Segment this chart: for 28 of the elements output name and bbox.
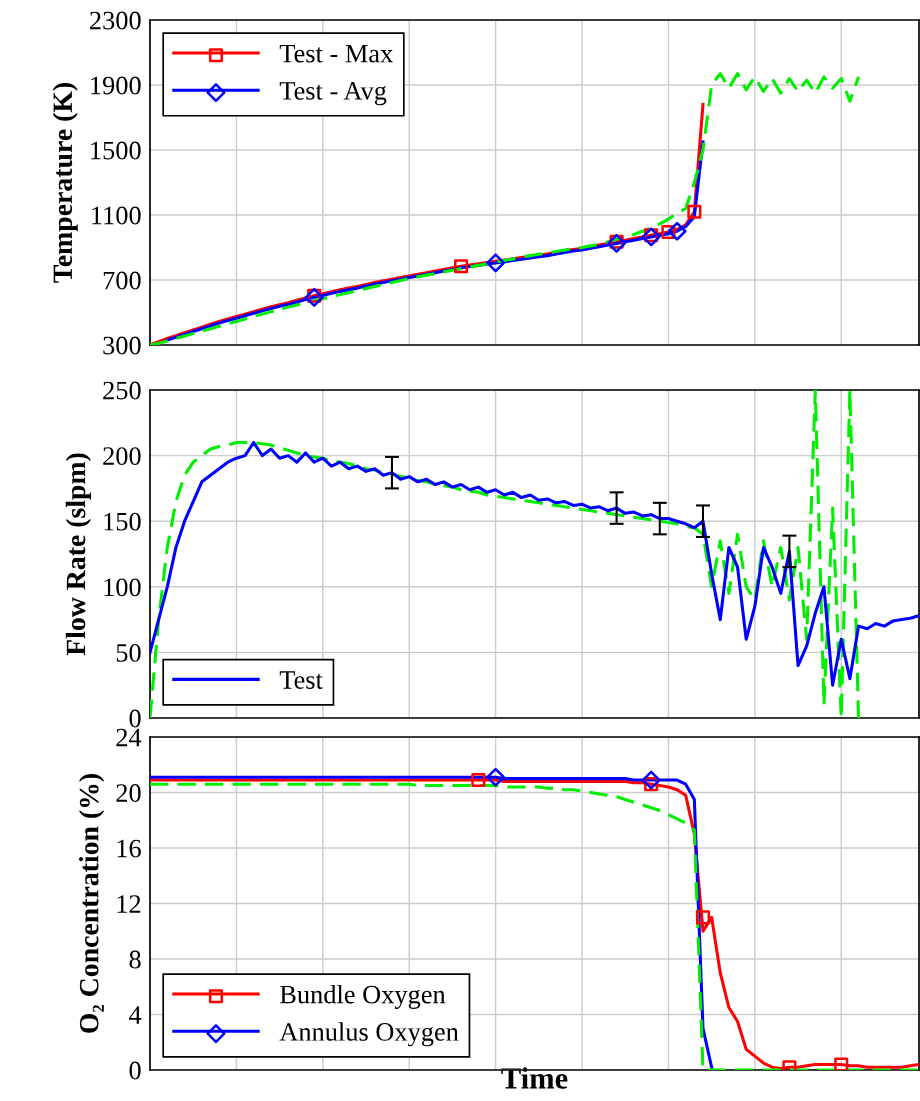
y-tick-label: 100 xyxy=(104,578,141,597)
y-tick-label: 1900 xyxy=(91,76,141,95)
y-tick-label: 300 xyxy=(103,336,141,355)
legend-label: Test - Avg xyxy=(279,82,387,106)
y-tick-label: 1100 xyxy=(92,206,141,225)
y-tick-label: 200 xyxy=(103,447,141,466)
y-axis-title: O₂ Concentration (%) xyxy=(78,774,105,1033)
y-axis-title: Flow Rate (slpm) xyxy=(65,453,91,656)
y-tick-label: 12 xyxy=(117,895,141,913)
y-tick-label: 20 xyxy=(116,784,141,802)
legend-label: Bundle Oxygen xyxy=(280,984,446,1009)
y-tick-label: 1500 xyxy=(91,141,141,160)
y-tick-label: 700 xyxy=(103,271,141,290)
y-tick-label: 8 xyxy=(129,950,141,969)
y-tick-label: 50 xyxy=(116,644,141,662)
legend-label: Test - Max xyxy=(279,44,393,63)
y-tick-label: 0 xyxy=(129,709,141,728)
y-axis-title: Temperature (K) xyxy=(52,83,78,283)
y-tick-label: 150 xyxy=(104,512,141,531)
y-tick-label: 16 xyxy=(117,839,141,858)
y-tick-label: 250 xyxy=(103,381,141,400)
y-tick-label: 4 xyxy=(128,1006,142,1024)
y-tick-label: 24 xyxy=(116,728,142,747)
y-tick-label: 2300 xyxy=(90,11,141,30)
x-axis-title: Time xyxy=(501,1067,568,1089)
y-tick-label: 0 xyxy=(129,1061,141,1080)
legend-label: Annulus Oxygen xyxy=(279,1022,459,1047)
legend-label: Test xyxy=(279,671,323,689)
